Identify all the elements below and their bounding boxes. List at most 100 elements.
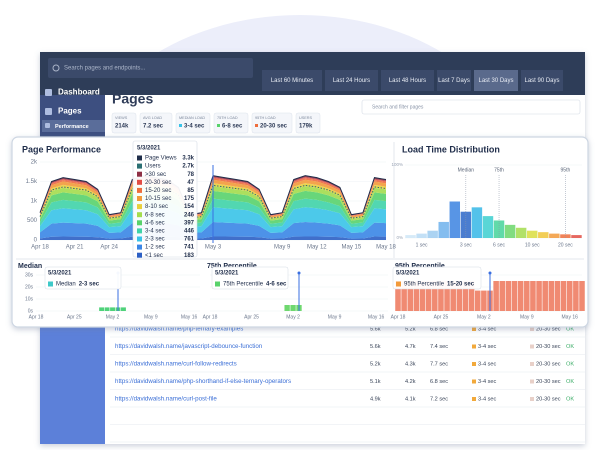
tooltip-swatch <box>137 155 142 161</box>
page-url[interactable]: https://davidwalsh.name/javascript-debou… <box>115 343 263 350</box>
cell: 3-4 sec <box>478 326 497 332</box>
tooltip-value: 397 <box>184 220 195 226</box>
panel-title: Load Time Distribution <box>402 144 500 154</box>
tooltip-value: 446 <box>184 228 195 234</box>
page-url[interactable]: https://davidwalsh.name/php-ternary-exam… <box>115 326 243 333</box>
stat-value: 3-4 sec <box>184 124 205 130</box>
cell: 7.2 sec <box>430 396 448 402</box>
cell: 5.6k <box>370 326 381 332</box>
stat-chip <box>295 112 321 134</box>
hover-dot <box>297 271 301 275</box>
tooltip-box <box>44 266 122 290</box>
tag-swatch <box>472 362 476 366</box>
panel-title: Page Performance <box>22 144 101 154</box>
tooltip-value: 741 <box>184 245 195 251</box>
load-band <box>40 178 386 217</box>
y-tick-label: 2k <box>31 160 38 166</box>
cell: 7.4 sec <box>430 344 448 350</box>
range-button[interactable] <box>262 70 322 91</box>
tooltip-swatch <box>137 212 142 218</box>
x-tick-label: Apr 18 <box>391 314 406 320</box>
bar <box>450 281 456 311</box>
search-box[interactable] <box>48 58 253 78</box>
sidebar-lower <box>40 325 105 444</box>
bar <box>554 281 561 311</box>
bar <box>573 281 579 311</box>
tooltip-date: 5/3/2021 <box>137 146 161 152</box>
range-button[interactable] <box>437 70 471 91</box>
y-tick-label: 0% <box>396 235 403 240</box>
panel-title: Median <box>18 263 42 270</box>
bar <box>416 233 427 238</box>
tag-swatch <box>472 379 476 384</box>
stat-label: USERS <box>299 116 313 120</box>
nav-active[interactable] <box>42 120 105 132</box>
x-tick-label: May 9 <box>520 314 534 320</box>
x-tick-label: May 16 <box>562 314 579 320</box>
bar <box>284 305 290 311</box>
bar <box>407 281 414 311</box>
tooltip-name: Median <box>56 282 76 288</box>
bar <box>413 281 420 311</box>
filter-box[interactable] <box>361 99 581 115</box>
range-button[interactable] <box>521 70 563 91</box>
bar <box>511 281 518 311</box>
bar <box>419 281 426 311</box>
range-button[interactable] <box>474 70 518 91</box>
x-tick-label: May 16 <box>181 314 198 320</box>
tooltip-name: 20-30 sec <box>145 180 171 186</box>
bar <box>99 307 105 311</box>
x-tick-label: 1 sec <box>416 242 428 248</box>
nav-icon <box>45 89 52 96</box>
tag-swatch <box>530 397 534 401</box>
tooltip-swatch <box>137 236 142 242</box>
bar <box>560 234 571 238</box>
y-tick-label: 100% <box>391 162 403 167</box>
hover-dot <box>488 271 492 275</box>
y-tick-label: 10s <box>25 296 34 302</box>
marker-label: Median <box>458 167 475 173</box>
range-label: Last 90 Days <box>524 78 559 84</box>
nav-icon <box>45 108 52 115</box>
bar <box>462 281 469 311</box>
stat-chip <box>111 112 137 134</box>
tooltip-box <box>132 140 198 258</box>
x-tick-label: Apr 18 <box>29 314 44 320</box>
cell: 5.1k <box>370 379 381 385</box>
y-tick-label: 0 <box>34 238 38 244</box>
range-button[interactable] <box>325 70 378 91</box>
cell: 5.6k <box>370 344 381 350</box>
nav-item: Dashboard <box>58 88 100 97</box>
bar <box>438 281 444 311</box>
nav-item: Pages <box>58 107 82 116</box>
page-url[interactable]: https://davidwalsh.name/curl-post-file <box>115 396 217 403</box>
x-tick-label: Apr 25 <box>244 314 259 320</box>
tooltip-value: 4-6 sec <box>266 282 287 288</box>
page-url[interactable]: https://davidwalsh.name/curl-follow-redi… <box>115 361 237 368</box>
panel-title: 75th Percentile <box>207 263 257 270</box>
stat-label: VIEWS <box>115 116 128 120</box>
load-band <box>40 183 386 219</box>
tooltip-name: 2-3 sec <box>145 237 165 243</box>
bar <box>566 281 573 311</box>
distribution-chart: 100% 0% Median 75th 95th 1 sec 3 sec 6 sec 10 se… <box>391 162 582 248</box>
x-tick-label: May 9 <box>144 314 158 320</box>
range-label: Last 60 Minutes <box>271 78 313 84</box>
page-url[interactable]: https://davidwalsh.name/php-shorthand-if… <box>115 378 291 385</box>
tag-swatch <box>472 327 476 331</box>
bar <box>456 281 463 311</box>
stat-value: 20-30 sec <box>260 124 288 130</box>
cell: 4.1k <box>405 396 416 402</box>
bar <box>530 281 536 311</box>
stat-label: 95TH LOAD <box>255 116 276 120</box>
bar <box>438 221 449 238</box>
bar <box>579 281 585 311</box>
y-tick-label: 0s <box>28 308 34 314</box>
cell: 6.8 sec <box>430 326 448 332</box>
cell: 4.2k <box>405 379 416 385</box>
range-button[interactable] <box>381 70 434 91</box>
x-tick-label: May 9 <box>328 314 342 320</box>
tooltip-value: 246 <box>184 212 195 218</box>
x-tick-label: Apr 21 <box>66 245 84 251</box>
